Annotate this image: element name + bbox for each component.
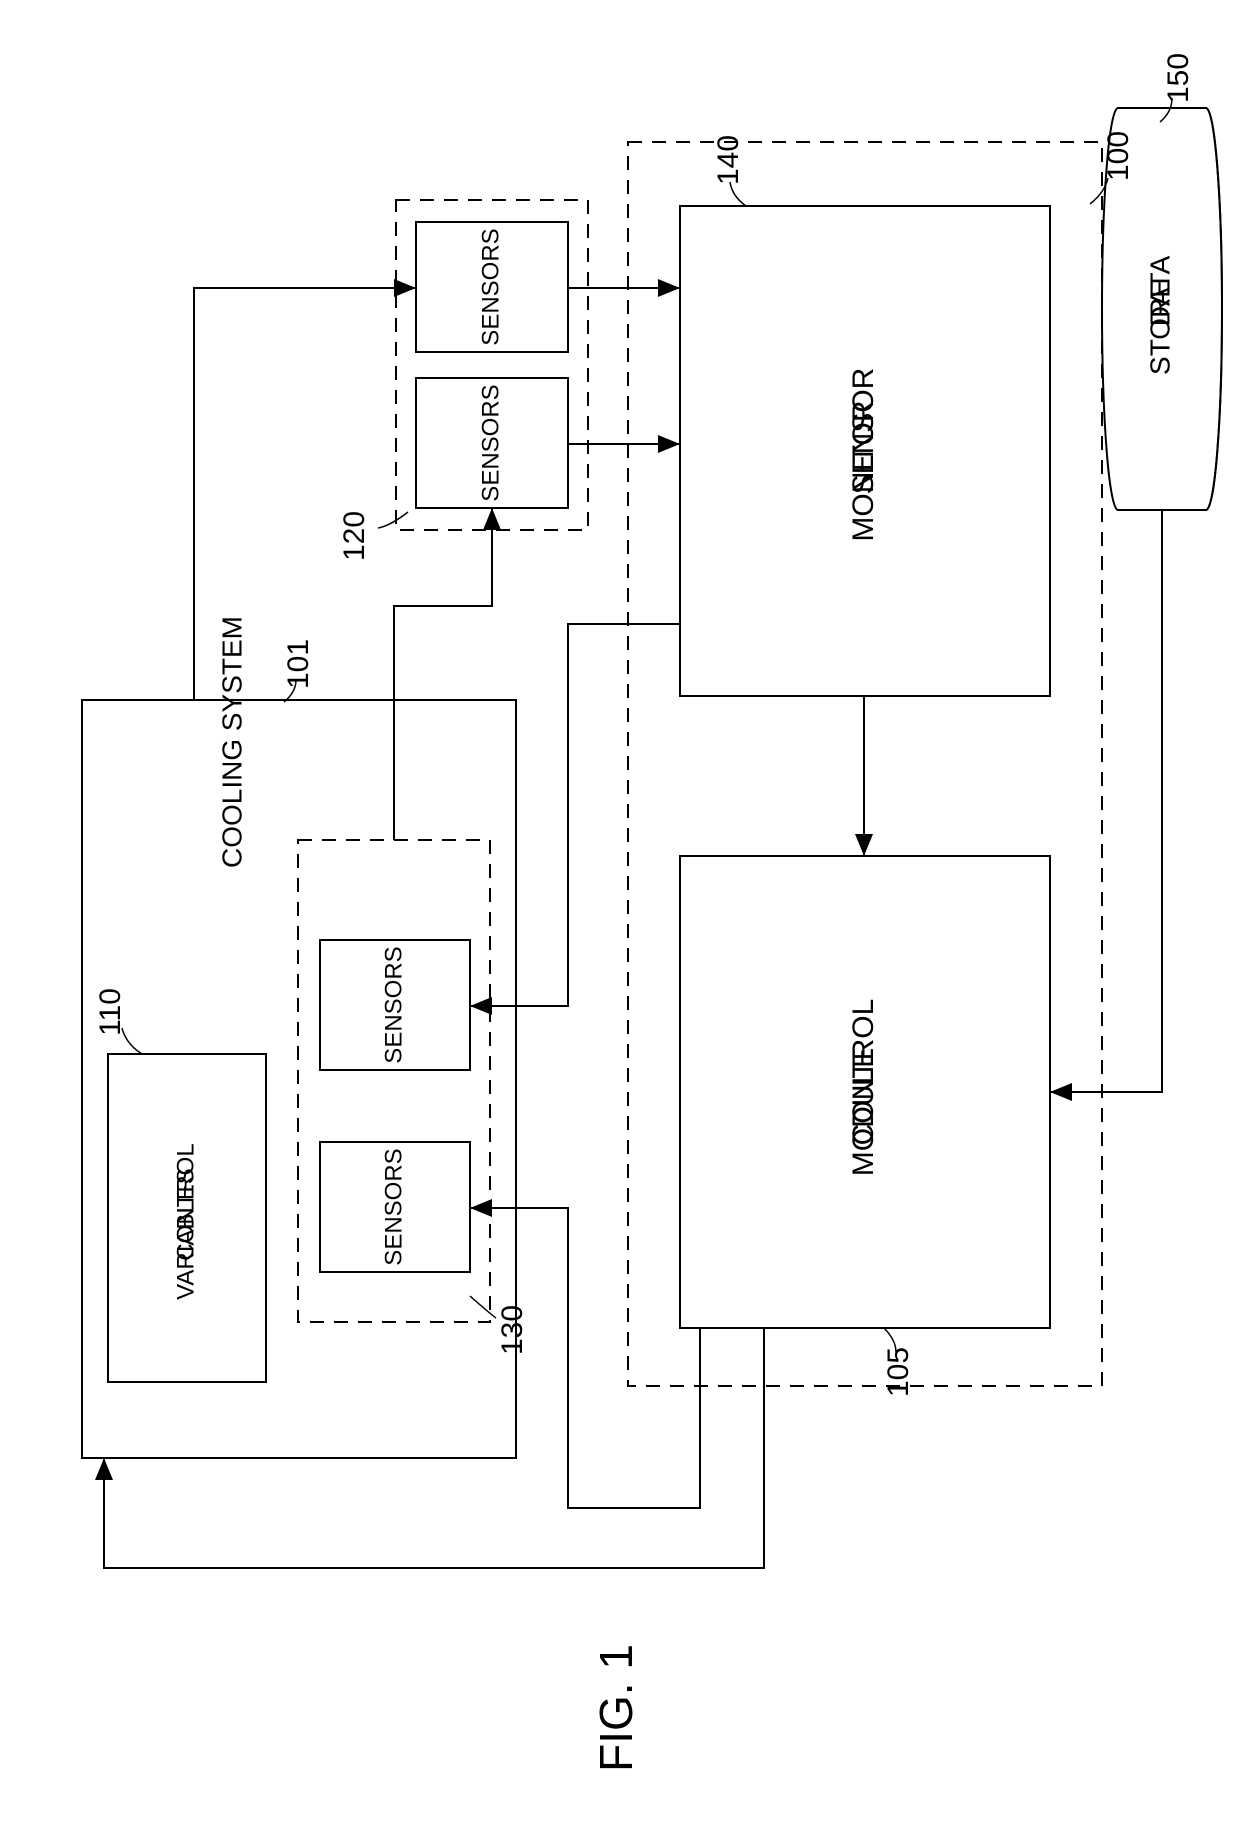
node-sensors_130a: SENSORS (320, 940, 470, 1070)
sensors_120a-label-0: SENSORS (477, 228, 504, 345)
data_store-label-1: STORE (1144, 279, 1175, 375)
node-system_100: 100 (628, 131, 1135, 1386)
node-sensors_120a: SENSORS (416, 222, 568, 352)
control_variables-label-1: VARIABLES (172, 1168, 199, 1300)
figure-label: FIG. 1 (590, 1644, 642, 1772)
e-control-to-cooling-arrow (95, 1458, 113, 1480)
sensors_120b-label-0: SENSORS (477, 384, 504, 501)
e-control-to-cooling-line (104, 1328, 764, 1568)
e-120b-to-monitor-arrow (658, 435, 680, 453)
e-monitor-to-130a (470, 624, 680, 1015)
e-130-to-120b-arrow (483, 508, 501, 530)
node-sensors_120_group: 120 (338, 200, 588, 561)
e-monitor-to-130a-line (470, 624, 680, 1006)
e-120a-to-monitor-arrow (658, 279, 680, 297)
node-control_module: CONTROLMODULE105 (680, 856, 1050, 1397)
sensors_120_group-ref-leader (378, 512, 408, 528)
node-cooling_system: COOLING SYSTEM 101 (82, 616, 516, 1458)
e-datastore-to-control (1050, 510, 1162, 1101)
e-control-to-130b-line (470, 1208, 700, 1508)
sensor_monitor-ref: 140 (712, 135, 745, 185)
data_store-ref: 150 (1162, 53, 1195, 103)
e-130-to-120b-line (394, 508, 492, 840)
control_module-ref: 105 (882, 1347, 915, 1397)
sensor_monitor-label-1: MONITOR (847, 400, 880, 541)
e-monitor-to-control-arrow (855, 834, 873, 856)
cooling_system-ref: 101 (282, 639, 315, 689)
node-sensors_130_group: 130 (298, 840, 529, 1355)
node-sensors_130b: SENSORS (320, 1142, 470, 1272)
node-sensor_monitor: SENSORMONITOR140 (680, 135, 1050, 696)
data_store-cap (1206, 108, 1222, 510)
e-120a-to-monitor (568, 279, 680, 297)
sensors_130b-label-0: SENSORS (380, 1148, 407, 1265)
e-130-to-120b (394, 508, 501, 840)
e-cooling-to-120a-arrow (394, 279, 416, 297)
e-monitor-to-control (855, 696, 873, 856)
e-control-to-cooling (95, 1328, 764, 1568)
sensors_120_group-ref: 120 (338, 511, 371, 561)
sensors_130a-label-0: SENSORS (380, 946, 407, 1063)
e-120b-to-monitor (568, 435, 680, 453)
control_module-label-1: MODULE (847, 1048, 880, 1176)
node-control_variables: CONTROLVARIABLES110 (94, 988, 266, 1382)
e-control-to-130b-arrow (470, 1199, 492, 1217)
e-datastore-to-control-arrow (1050, 1083, 1072, 1101)
node-data_store: DATASTORE150 (1102, 53, 1222, 510)
e-monitor-to-130a-arrow (470, 997, 492, 1015)
sensors_130_group-ref-leader (470, 1296, 496, 1318)
e-datastore-to-control-line (1050, 510, 1162, 1092)
cooling_system-title: COOLING SYSTEM (216, 616, 247, 868)
node-sensors_120b: SENSORS (416, 378, 568, 508)
sensors_130_group-ref: 130 (496, 1305, 529, 1355)
